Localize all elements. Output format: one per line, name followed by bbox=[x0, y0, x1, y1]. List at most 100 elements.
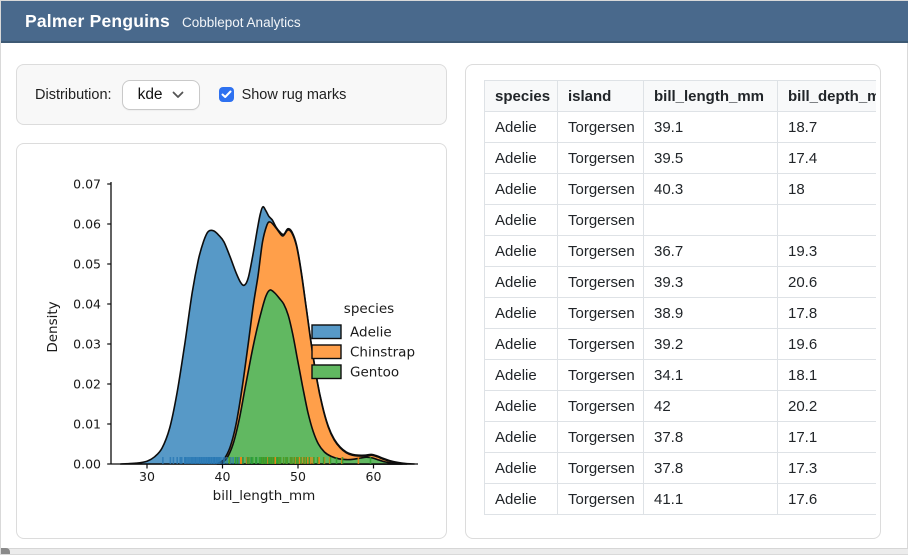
table-cell: Adelie bbox=[484, 328, 558, 360]
table-cell: 17.4 bbox=[777, 142, 876, 174]
table-cell: Torgersen bbox=[557, 452, 644, 484]
y-tick-label: 0.07 bbox=[73, 176, 101, 191]
y-tick-label: 0.06 bbox=[73, 216, 101, 231]
app-header: Palmer Penguins Cobblepot Analytics bbox=[1, 1, 908, 43]
table-cell: Torgersen bbox=[557, 421, 644, 453]
table-cell: Adelie bbox=[484, 111, 558, 143]
checkmark-icon bbox=[221, 90, 232, 98]
table-row[interactable]: Adelie Torgersen 36.7 19.3 bbox=[484, 235, 876, 267]
table-cell: Torgersen bbox=[557, 173, 644, 205]
table-cell: Torgersen bbox=[557, 328, 644, 360]
legend-label: Gentoo bbox=[350, 365, 399, 381]
table-cell: 36.7 bbox=[643, 235, 778, 267]
table-cell: Torgersen bbox=[557, 359, 644, 391]
table-cell: 18 bbox=[777, 173, 876, 205]
table-cell: 38.9 bbox=[643, 297, 778, 329]
table-scroll-area[interactable]: speciesislandbill_length_mmbill_depth_mm… bbox=[484, 80, 876, 524]
table-cell: Torgersen bbox=[557, 390, 644, 422]
table-cell: Torgersen bbox=[557, 142, 644, 174]
table-cell: 18.7 bbox=[777, 111, 876, 143]
column-header[interactable]: bill_length_mm bbox=[643, 80, 778, 112]
data-table-card: speciesislandbill_length_mmbill_depth_mm… bbox=[465, 64, 881, 539]
y-tick-label: 0.03 bbox=[73, 336, 101, 351]
table-row[interactable]: Adelie Torgersen 40.3 18 bbox=[484, 173, 876, 205]
table-cell: 17.1 bbox=[777, 421, 876, 453]
table-cell: 18.1 bbox=[777, 359, 876, 391]
table-row[interactable]: Adelie Torgersen bbox=[484, 204, 876, 236]
window-corner bbox=[1, 548, 10, 554]
x-tick-label: 40 bbox=[215, 469, 231, 484]
legend-title: species bbox=[344, 301, 394, 317]
window-bottom-edge bbox=[1, 548, 908, 554]
table-cell bbox=[643, 204, 778, 236]
x-tick-label: 50 bbox=[290, 469, 306, 484]
x-tick-label: 60 bbox=[366, 469, 382, 484]
x-tick-label: 30 bbox=[139, 469, 155, 484]
table-row[interactable]: Adelie Torgersen 38.9 17.8 bbox=[484, 297, 876, 329]
y-tick-label: 0.00 bbox=[73, 456, 101, 471]
rug-checkbox-label: Show rug marks bbox=[241, 86, 347, 103]
distribution-label: Distribution: bbox=[35, 86, 112, 103]
table-cell: Adelie bbox=[484, 142, 558, 174]
table-cell: 39.2 bbox=[643, 328, 778, 360]
table-cell: Adelie bbox=[484, 297, 558, 329]
table-cell: 17.8 bbox=[777, 297, 876, 329]
table-row[interactable]: Adelie Torgersen 39.1 18.7 bbox=[484, 111, 876, 143]
y-tick-label: 0.02 bbox=[73, 376, 101, 391]
table-cell: 39.3 bbox=[643, 266, 778, 298]
column-header[interactable]: species bbox=[484, 80, 558, 112]
table-row[interactable]: Adelie Torgersen 37.8 17.3 bbox=[484, 452, 876, 484]
table-cell: Torgersen bbox=[557, 297, 644, 329]
table-row[interactable]: Adelie Torgersen 39.5 17.4 bbox=[484, 142, 876, 174]
table-row[interactable]: Adelie Torgersen 42 20.2 bbox=[484, 390, 876, 422]
table-cell: Adelie bbox=[484, 421, 558, 453]
table-row[interactable]: Adelie Torgersen 41.1 17.6 bbox=[484, 483, 876, 515]
kde-density-plot: 0.00 0.01 0.02 0.03 0.04 0.05 0.06 0.07 30 40 50 60… bbox=[45, 176, 418, 504]
distribution-select[interactable]: kde bbox=[121, 79, 200, 110]
table-cell: Adelie bbox=[484, 452, 558, 484]
table-cell: Torgersen bbox=[557, 111, 644, 143]
table-cell: Adelie bbox=[484, 390, 558, 422]
table-cell: Torgersen bbox=[557, 204, 644, 236]
table-cell: 39.5 bbox=[643, 142, 778, 174]
y-tick-label: 0.05 bbox=[73, 256, 101, 271]
table-cell: Adelie bbox=[484, 359, 558, 391]
table-cell: Adelie bbox=[484, 235, 558, 267]
table-row[interactable]: Adelie Torgersen 34.1 18.1 bbox=[484, 359, 876, 391]
table-row[interactable]: Adelie Torgersen 37.8 17.1 bbox=[484, 421, 876, 453]
table-cell: 19.3 bbox=[777, 235, 876, 267]
table-cell: Torgersen bbox=[557, 483, 644, 515]
legend-swatch bbox=[311, 364, 342, 380]
table-cell: 42 bbox=[643, 390, 778, 422]
table-cell: 20.2 bbox=[777, 390, 876, 422]
column-header[interactable]: island bbox=[557, 80, 644, 112]
table-cell: 37.8 bbox=[643, 452, 778, 484]
table-cell: Adelie bbox=[484, 266, 558, 298]
table-cell: 37.8 bbox=[643, 421, 778, 453]
rug-checkbox[interactable] bbox=[218, 87, 234, 102]
table-row[interactable]: Adelie Torgersen 39.2 19.6 bbox=[484, 328, 876, 360]
table-cell: 34.1 bbox=[643, 359, 778, 391]
y-axis-label: Density bbox=[45, 301, 61, 352]
distribution-select-value: kde bbox=[137, 85, 163, 103]
table-cell: 17.6 bbox=[777, 483, 876, 515]
page-title: Palmer Penguins bbox=[25, 10, 170, 31]
table-cell: Adelie bbox=[484, 483, 558, 515]
table-cell bbox=[777, 204, 876, 236]
table-row[interactable]: Adelie Torgersen 39.3 20.6 bbox=[484, 266, 876, 298]
legend-label: Adelie bbox=[350, 325, 392, 341]
kde-area-gentoo bbox=[220, 289, 403, 465]
rug-checkbox-wrap[interactable]: Show rug marks bbox=[218, 86, 347, 103]
legend-label: Chinstrap bbox=[350, 345, 415, 361]
table-cell: Adelie bbox=[484, 204, 558, 236]
plot-card: 0.00 0.01 0.02 0.03 0.04 0.05 0.06 0.07 30 40 50 60… bbox=[16, 143, 447, 539]
y-tick-label: 0.01 bbox=[73, 416, 101, 431]
page-subtitle: Cobblepot Analytics bbox=[182, 15, 301, 30]
controls-card: Distribution: kde Show rug marks bbox=[16, 64, 447, 125]
column-header[interactable]: bill_depth_mm bbox=[777, 80, 876, 112]
legend-swatch bbox=[311, 344, 342, 360]
table-cell: Adelie bbox=[484, 173, 558, 205]
chevron-down-icon bbox=[172, 91, 184, 99]
y-tick-label: 0.04 bbox=[73, 296, 101, 311]
